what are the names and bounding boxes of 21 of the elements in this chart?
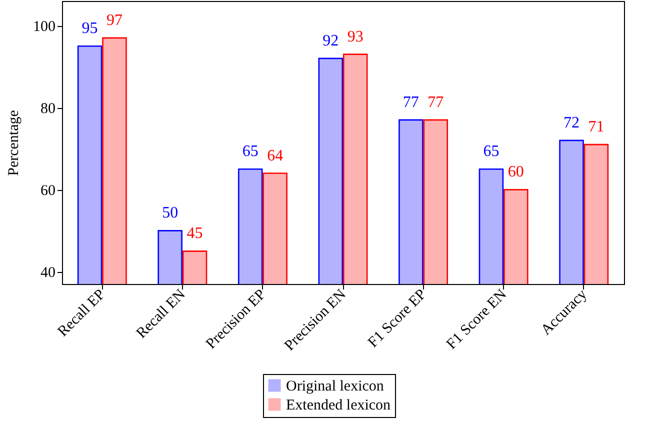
data-label: 71: [588, 118, 604, 136]
data-label: 77: [428, 94, 444, 111]
data-label: 95: [82, 20, 98, 38]
y-axis-title: Percentage: [6, 110, 22, 176]
y-tick-label: 60: [40, 183, 56, 200]
y-tick-label: 100: [33, 19, 56, 36]
data-label: 72: [564, 114, 580, 132]
data-label: 64: [267, 147, 284, 164]
data-label: 45: [186, 225, 203, 242]
data-label: 65: [483, 143, 500, 160]
legend-label: Extended lexicon: [286, 398, 392, 414]
data-label: 93: [347, 28, 364, 46]
data-label: 77: [402, 94, 419, 111]
data-label: 60: [508, 164, 524, 181]
data-label: 97: [106, 12, 122, 29]
y-tick-label: 40: [40, 265, 56, 282]
data-label: 50: [162, 204, 178, 222]
y-tick-label: 80: [40, 101, 56, 118]
legend-label: Original lexicon: [286, 378, 384, 394]
data-label: 92: [322, 32, 339, 50]
data-label: 65: [242, 143, 258, 160]
